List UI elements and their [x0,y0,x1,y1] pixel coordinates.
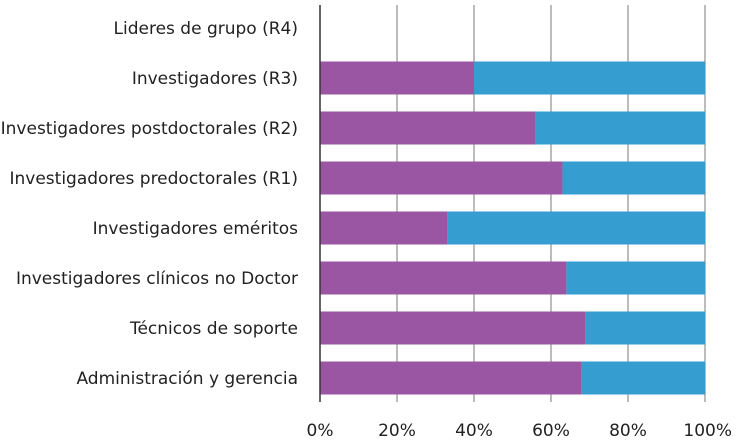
bar-segment-1 [320,311,586,345]
category-label: Administración y gerencia [76,369,298,389]
bar-segment-2 [535,111,705,145]
bar-segment-2 [585,311,705,345]
bar-segment-1 [320,61,474,95]
category-label: Lideres de grupo (R4) [114,19,298,39]
bar-segment-2 [474,61,705,95]
bar-segment-2 [447,211,705,245]
x-tick-label: 80% [609,421,647,441]
x-tick-label: 60% [532,421,570,441]
bars [320,61,705,395]
bar-segment-2 [562,161,705,195]
bar-segment-1 [320,361,582,395]
x-tick-label: 100% [683,421,732,441]
category-label: Investigadores eméritos [93,219,299,239]
bar-segment-2 [581,361,705,395]
category-label: Investigadores postdoctorales (R2) [1,119,298,139]
bar-segment-2 [566,261,705,295]
x-tick-label: 0% [307,421,334,441]
x-tick-label: 20% [378,421,416,441]
x-tick-label: 40% [455,421,493,441]
category-label: Técnicos de soporte [129,319,298,339]
bar-segment-1 [320,161,563,195]
category-label: Investigadores (R3) [132,69,298,89]
bar-segment-1 [320,261,567,295]
category-label: Investigadores predoctorales (R1) [9,169,298,189]
category-label: Investigadores clínicos no Doctor [16,269,298,289]
x-tick-labels: 0% 20% 40% 60% 80% 100% [307,421,732,441]
bar-segment-1 [320,111,536,145]
category-labels: Lideres de grupo (R4) Investigadores (R3)… [1,19,298,389]
bar-segment-1 [320,211,448,245]
